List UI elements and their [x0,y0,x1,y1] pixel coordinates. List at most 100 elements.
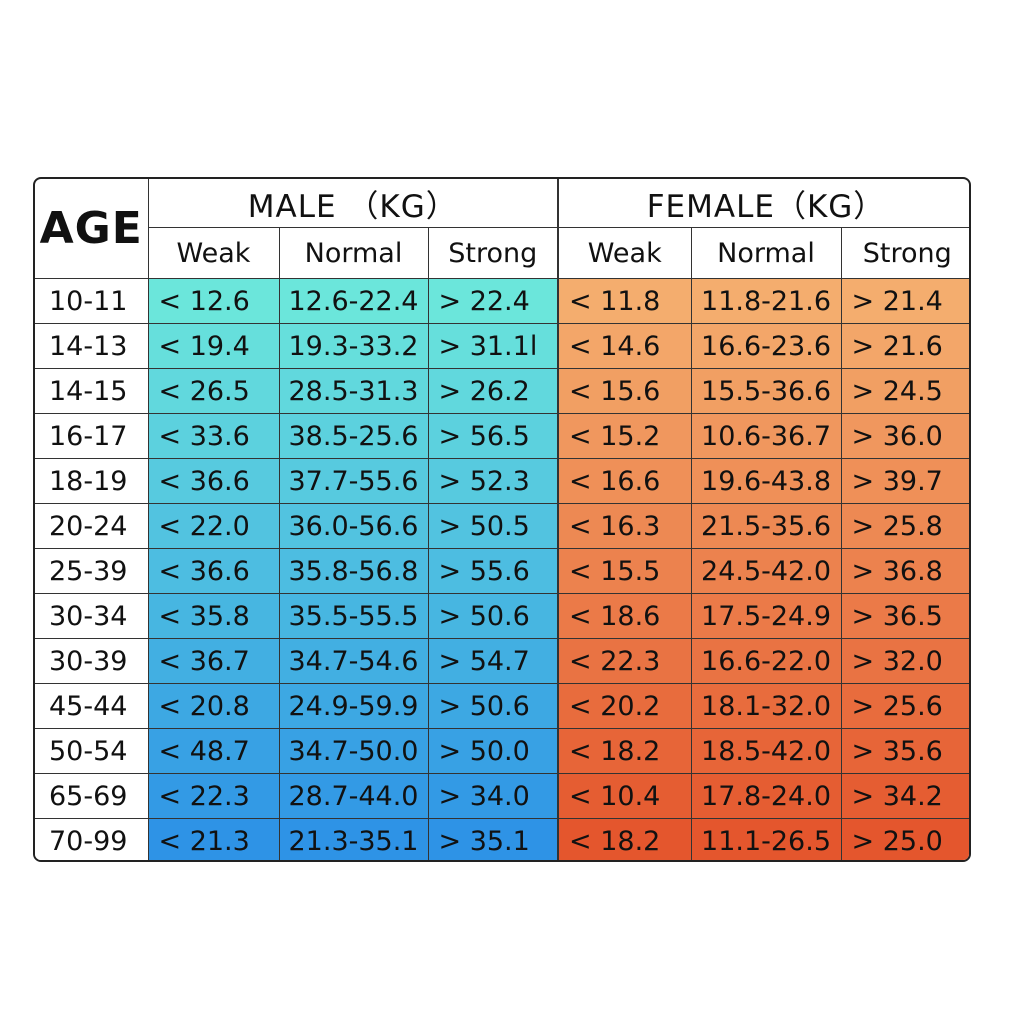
female-normal-cell: 17.8-24.0 [690,773,842,819]
male-normal-cell: 35.8-56.8 [278,548,429,594]
table-row: 16-17 < 33.6 38.5-25.6 > 56.5 < 15.2 10.6-36.… [35,413,969,459]
table-row: 65-69 < 22.3 28.7-44.0 > 34.0 < 10.4 17.8-24.… [35,773,969,819]
female-strong-cell: > 25.0 [840,818,969,860]
table-row: 50-54 < 48.7 34.7-50.0 > 50.0 < 18.2 18.5-42.… [35,728,969,774]
female-strong-cell: > 36.5 [840,593,969,639]
female-normal-cell: 11.8-21.6 [690,278,842,324]
male-strong-cell: > 50.5 [427,503,559,549]
female-strong-cell: > 39.7 [840,458,969,504]
male-normal-cell: 19.3-33.2 [278,323,429,369]
male-normal-cell: 28.7-44.0 [278,773,429,819]
male-weak-header: Weak [148,227,280,279]
age-cell: 30-34 [35,593,149,639]
grip-strength-table-container: AGE MALE （KG） FEMALE（KG） Weak Normal Str… [33,177,971,862]
age-cell: 70-99 [35,818,149,860]
male-group-header: MALE （KG） [147,179,560,228]
male-normal-header: Normal [278,227,429,279]
male-normal-cell: 34.7-54.6 [278,638,429,684]
male-strong-header: Strong [427,227,559,279]
female-weak-cell: < 18.2 [557,818,692,860]
age-cell: 16-17 [35,413,149,459]
female-normal-cell: 11.1-26.5 [690,818,842,860]
age-cell: 65-69 [35,773,149,819]
male-strong-cell: > 35.1 [427,818,559,860]
female-normal-cell: 16.6-23.6 [690,323,842,369]
male-normal-cell: 24.9-59.9 [278,683,429,729]
female-weak-cell: < 15.2 [557,413,692,459]
table-row: 30-39 < 36.7 34.7-54.6 > 54.7 < 22.3 16.6-22.… [35,638,969,684]
age-cell: 45-44 [35,683,149,729]
age-cell: 10-11 [35,278,149,324]
male-weak-cell: < 20.8 [147,683,280,729]
female-strong-cell: > 35.6 [840,728,969,774]
male-strong-cell: > 52.3 [427,458,559,504]
female-weak-cell: < 18.2 [557,728,692,774]
age-cell: 30-39 [35,638,149,684]
female-strong-cell: > 36.0 [840,413,969,459]
male-strong-cell: > 54.7 [427,638,559,684]
age-cell: 14-13 [35,323,149,369]
female-strong-cell: > 34.2 [840,773,969,819]
male-weak-cell: < 26.5 [147,368,280,414]
male-strong-cell: > 55.6 [427,548,559,594]
male-strong-cell: > 31.1l [427,323,559,369]
female-normal-cell: 19.6-43.8 [690,458,842,504]
male-normal-cell: 36.0-56.6 [278,503,429,549]
male-strong-cell: > 50.0 [427,728,559,774]
female-weak-cell: < 11.8 [557,278,692,324]
male-weak-cell: < 22.0 [147,503,280,549]
female-weak-cell: < 16.3 [557,503,692,549]
female-weak-cell: < 22.3 [557,638,692,684]
male-weak-cell: < 33.6 [147,413,280,459]
male-strong-cell: > 56.5 [427,413,559,459]
female-normal-cell: 17.5-24.9 [690,593,842,639]
male-normal-cell: 28.5-31.3 [278,368,429,414]
male-weak-cell: < 22.3 [147,773,280,819]
table-row: 45-44 < 20.8 24.9-59.9 > 50.6 < 20.2 18.1-32.… [35,683,969,729]
male-weak-cell: < 21.3 [147,818,280,860]
female-strong-cell: > 25.6 [840,683,969,729]
sub-header-row: Weak Normal Strong Weak Normal Strong [35,227,969,279]
male-weak-cell: < 36.6 [147,548,280,594]
female-strong-cell: > 21.4 [840,278,969,324]
group-header-row: AGE MALE （KG） FEMALE（KG） [35,179,969,279]
table-row: 20-24 < 22.0 36.0-56.6 > 50.5 < 16.3 21.5-35.… [35,503,969,549]
female-normal-cell: 18.1-32.0 [690,683,842,729]
female-weak-cell: < 16.6 [557,458,692,504]
grip-strength-table: AGE MALE （KG） FEMALE（KG） Weak Normal Str… [35,179,969,860]
female-weak-cell: < 15.6 [557,368,692,414]
male-normal-cell: 38.5-25.6 [278,413,429,459]
female-weak-header: Weak [557,227,692,279]
female-weak-cell: < 20.2 [557,683,692,729]
female-normal-cell: 10.6-36.7 [690,413,842,459]
female-strong-cell: > 36.8 [840,548,969,594]
female-normal-cell: 21.5-35.6 [690,503,842,549]
female-normal-cell: 18.5-42.0 [690,728,842,774]
table-row: 14-15 < 26.5 28.5-31.3 > 26.2 < 15.6 15.5-36.… [35,368,969,414]
table-row: 70-99 < 21.3 21.3-35.1 > 35.1 < 18.2 11.1-26.… [35,818,969,860]
male-normal-cell: 37.7-55.6 [278,458,429,504]
age-header: AGE [35,179,149,279]
female-strong-header: Strong [840,227,969,279]
female-weak-cell: < 14.6 [557,323,692,369]
table-row: 30-34 < 35.8 35.5-55.5 > 50.6 < 18.6 17.5-24.… [35,593,969,639]
age-cell: 20-24 [35,503,149,549]
table-row: 10-11 < 12.6 12.6-22.4 > 22.4 < 11.8 11.8-21.… [35,278,969,324]
male-weak-cell: < 35.8 [147,593,280,639]
table-row: 14-13 < 19.4 19.3-33.2 > 31.1l < 14.6 16.6-23… [35,323,969,369]
female-normal-cell: 16.6-22.0 [690,638,842,684]
table-row: 25-39 < 36.6 35.8-56.8 > 55.6 < 15.5 24.5-42.… [35,548,969,594]
male-normal-cell: 34.7-50.0 [278,728,429,774]
female-weak-cell: < 10.4 [557,773,692,819]
female-normal-cell: 15.5-36.6 [690,368,842,414]
female-weak-cell: < 18.6 [557,593,692,639]
male-strong-cell: > 26.2 [427,368,559,414]
male-normal-cell: 35.5-55.5 [278,593,429,639]
female-strong-cell: > 32.0 [840,638,969,684]
male-weak-cell: < 19.4 [147,323,280,369]
age-cell: 14-15 [35,368,149,414]
male-strong-cell: > 50.6 [427,683,559,729]
age-cell: 18-19 [35,458,149,504]
female-strong-cell: > 24.5 [840,368,969,414]
male-weak-cell: < 48.7 [147,728,280,774]
